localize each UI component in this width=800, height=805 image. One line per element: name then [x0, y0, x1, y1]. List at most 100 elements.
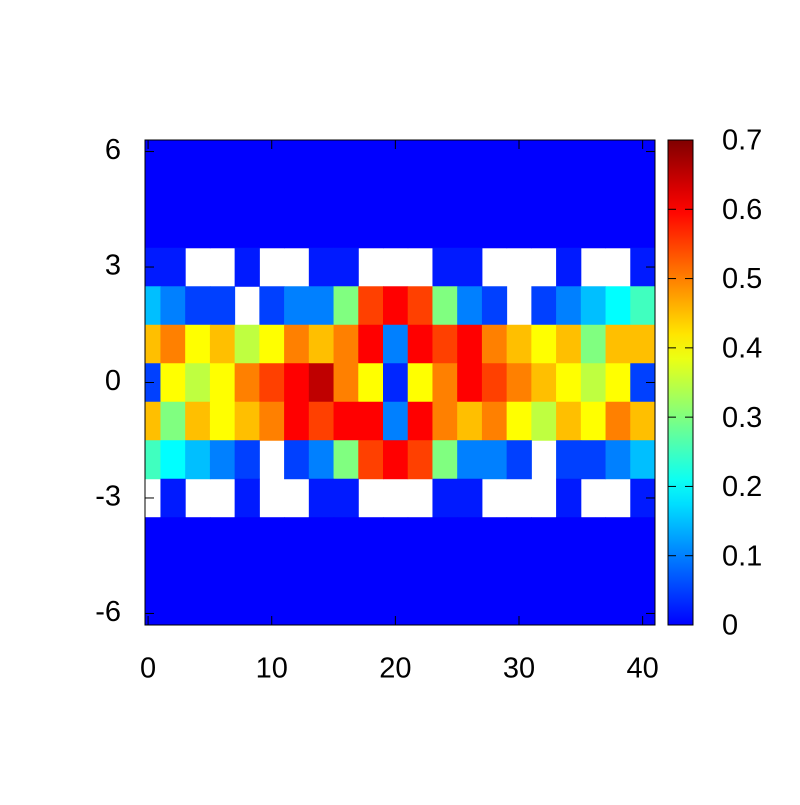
heat-cell — [605, 170, 631, 210]
heat-cell — [160, 594, 186, 625]
heat-cell — [481, 324, 508, 364]
heat-cell — [234, 517, 260, 557]
heat-cell — [605, 286, 631, 326]
heat-cell — [457, 517, 483, 557]
heat-cell — [308, 324, 335, 364]
heat-cell — [259, 286, 285, 326]
heat-cell — [506, 517, 532, 557]
heat-cell — [457, 140, 483, 172]
heat-cell — [333, 517, 359, 557]
heat-cell — [308, 170, 335, 210]
heat-cell — [185, 517, 211, 557]
heat-cell — [284, 324, 310, 364]
heat-cell — [407, 594, 433, 625]
heat-cell — [457, 286, 483, 326]
heat-cell — [284, 440, 310, 480]
heat-cell — [605, 140, 631, 172]
heat-cell — [432, 209, 458, 249]
heat-cell — [481, 401, 508, 441]
heat-cell — [531, 401, 557, 441]
x-tick-label: 30 — [503, 653, 535, 685]
heat-cell — [284, 363, 310, 403]
heat-cell — [160, 209, 186, 249]
heat-cell — [259, 363, 285, 403]
heat-cell — [358, 594, 384, 625]
heat-cell — [259, 140, 285, 172]
heat-cell — [358, 324, 384, 364]
heat-cell — [506, 555, 532, 595]
heat-cell — [234, 363, 260, 403]
heat-cell — [630, 440, 655, 480]
heat-cell — [432, 401, 458, 441]
heat-cell — [432, 324, 458, 364]
heat-cell — [580, 286, 607, 326]
heat-cell — [383, 594, 409, 625]
heat-cell — [605, 324, 631, 364]
heat-cell — [358, 440, 384, 480]
heat-cell — [506, 594, 532, 625]
heat-cell — [185, 170, 211, 210]
colorbar-frame — [667, 139, 694, 626]
heat-cell — [457, 401, 483, 441]
heat-cell — [407, 140, 433, 172]
colorbar-tick-label: 0 — [722, 610, 738, 642]
heat-cell — [383, 440, 409, 480]
heat-cell — [333, 209, 359, 249]
heat-cell — [234, 140, 260, 172]
heat-cell — [580, 440, 607, 480]
heat-cell — [383, 286, 409, 326]
heat-cell — [383, 401, 409, 441]
colorbar-tick-label: 0.1 — [722, 540, 762, 572]
heat-cell — [457, 170, 483, 210]
y-tick-label: -3 — [95, 481, 121, 513]
heat-cell — [160, 170, 186, 210]
heat-cell — [308, 594, 335, 625]
heat-cell — [407, 517, 433, 557]
heat-cell — [259, 555, 285, 595]
heat-cell — [259, 170, 285, 210]
heat-cell — [531, 594, 557, 625]
heat-cell — [209, 324, 236, 364]
heat-cell — [481, 140, 508, 172]
heat-cell — [407, 209, 433, 249]
heat-cell — [407, 363, 433, 403]
heat-cell — [630, 324, 655, 364]
heat-cell — [145, 170, 161, 210]
heat-cell — [259, 401, 285, 441]
heat-cell — [160, 140, 186, 172]
heat-cell — [160, 286, 186, 326]
heat-cell — [580, 401, 607, 441]
heat-cell — [185, 555, 211, 595]
heat-cell — [531, 363, 557, 403]
heat-cell — [506, 324, 532, 364]
heat-cell — [457, 209, 483, 249]
heat-cell — [234, 440, 260, 480]
heat-cell — [481, 363, 508, 403]
heat-cell — [556, 140, 582, 172]
heat-cell — [209, 517, 236, 557]
heat-cell — [383, 517, 409, 557]
heat-cell — [209, 594, 236, 625]
heat-cell — [209, 401, 236, 441]
heat-cell — [630, 555, 655, 595]
heat-cell — [580, 170, 607, 210]
heat-cell — [383, 324, 409, 364]
heat-cell — [630, 401, 655, 441]
heat-cell — [556, 594, 582, 625]
heat-cell — [284, 517, 310, 557]
heat-cell — [407, 401, 433, 441]
heat-cell — [630, 517, 655, 557]
heat-cell — [185, 401, 211, 441]
colorbar-tick-label: 0.7 — [722, 125, 762, 157]
colorbar-tick-label: 0.3 — [722, 402, 762, 434]
heat-cell — [209, 555, 236, 595]
heat-cell — [580, 517, 607, 557]
heat-cell — [358, 555, 384, 595]
heat-cell — [630, 209, 655, 249]
heat-cell — [556, 555, 582, 595]
y-tick-label: 6 — [105, 134, 121, 166]
heat-cell — [432, 594, 458, 625]
heat-cell — [160, 478, 186, 518]
heat-cell — [457, 478, 483, 518]
